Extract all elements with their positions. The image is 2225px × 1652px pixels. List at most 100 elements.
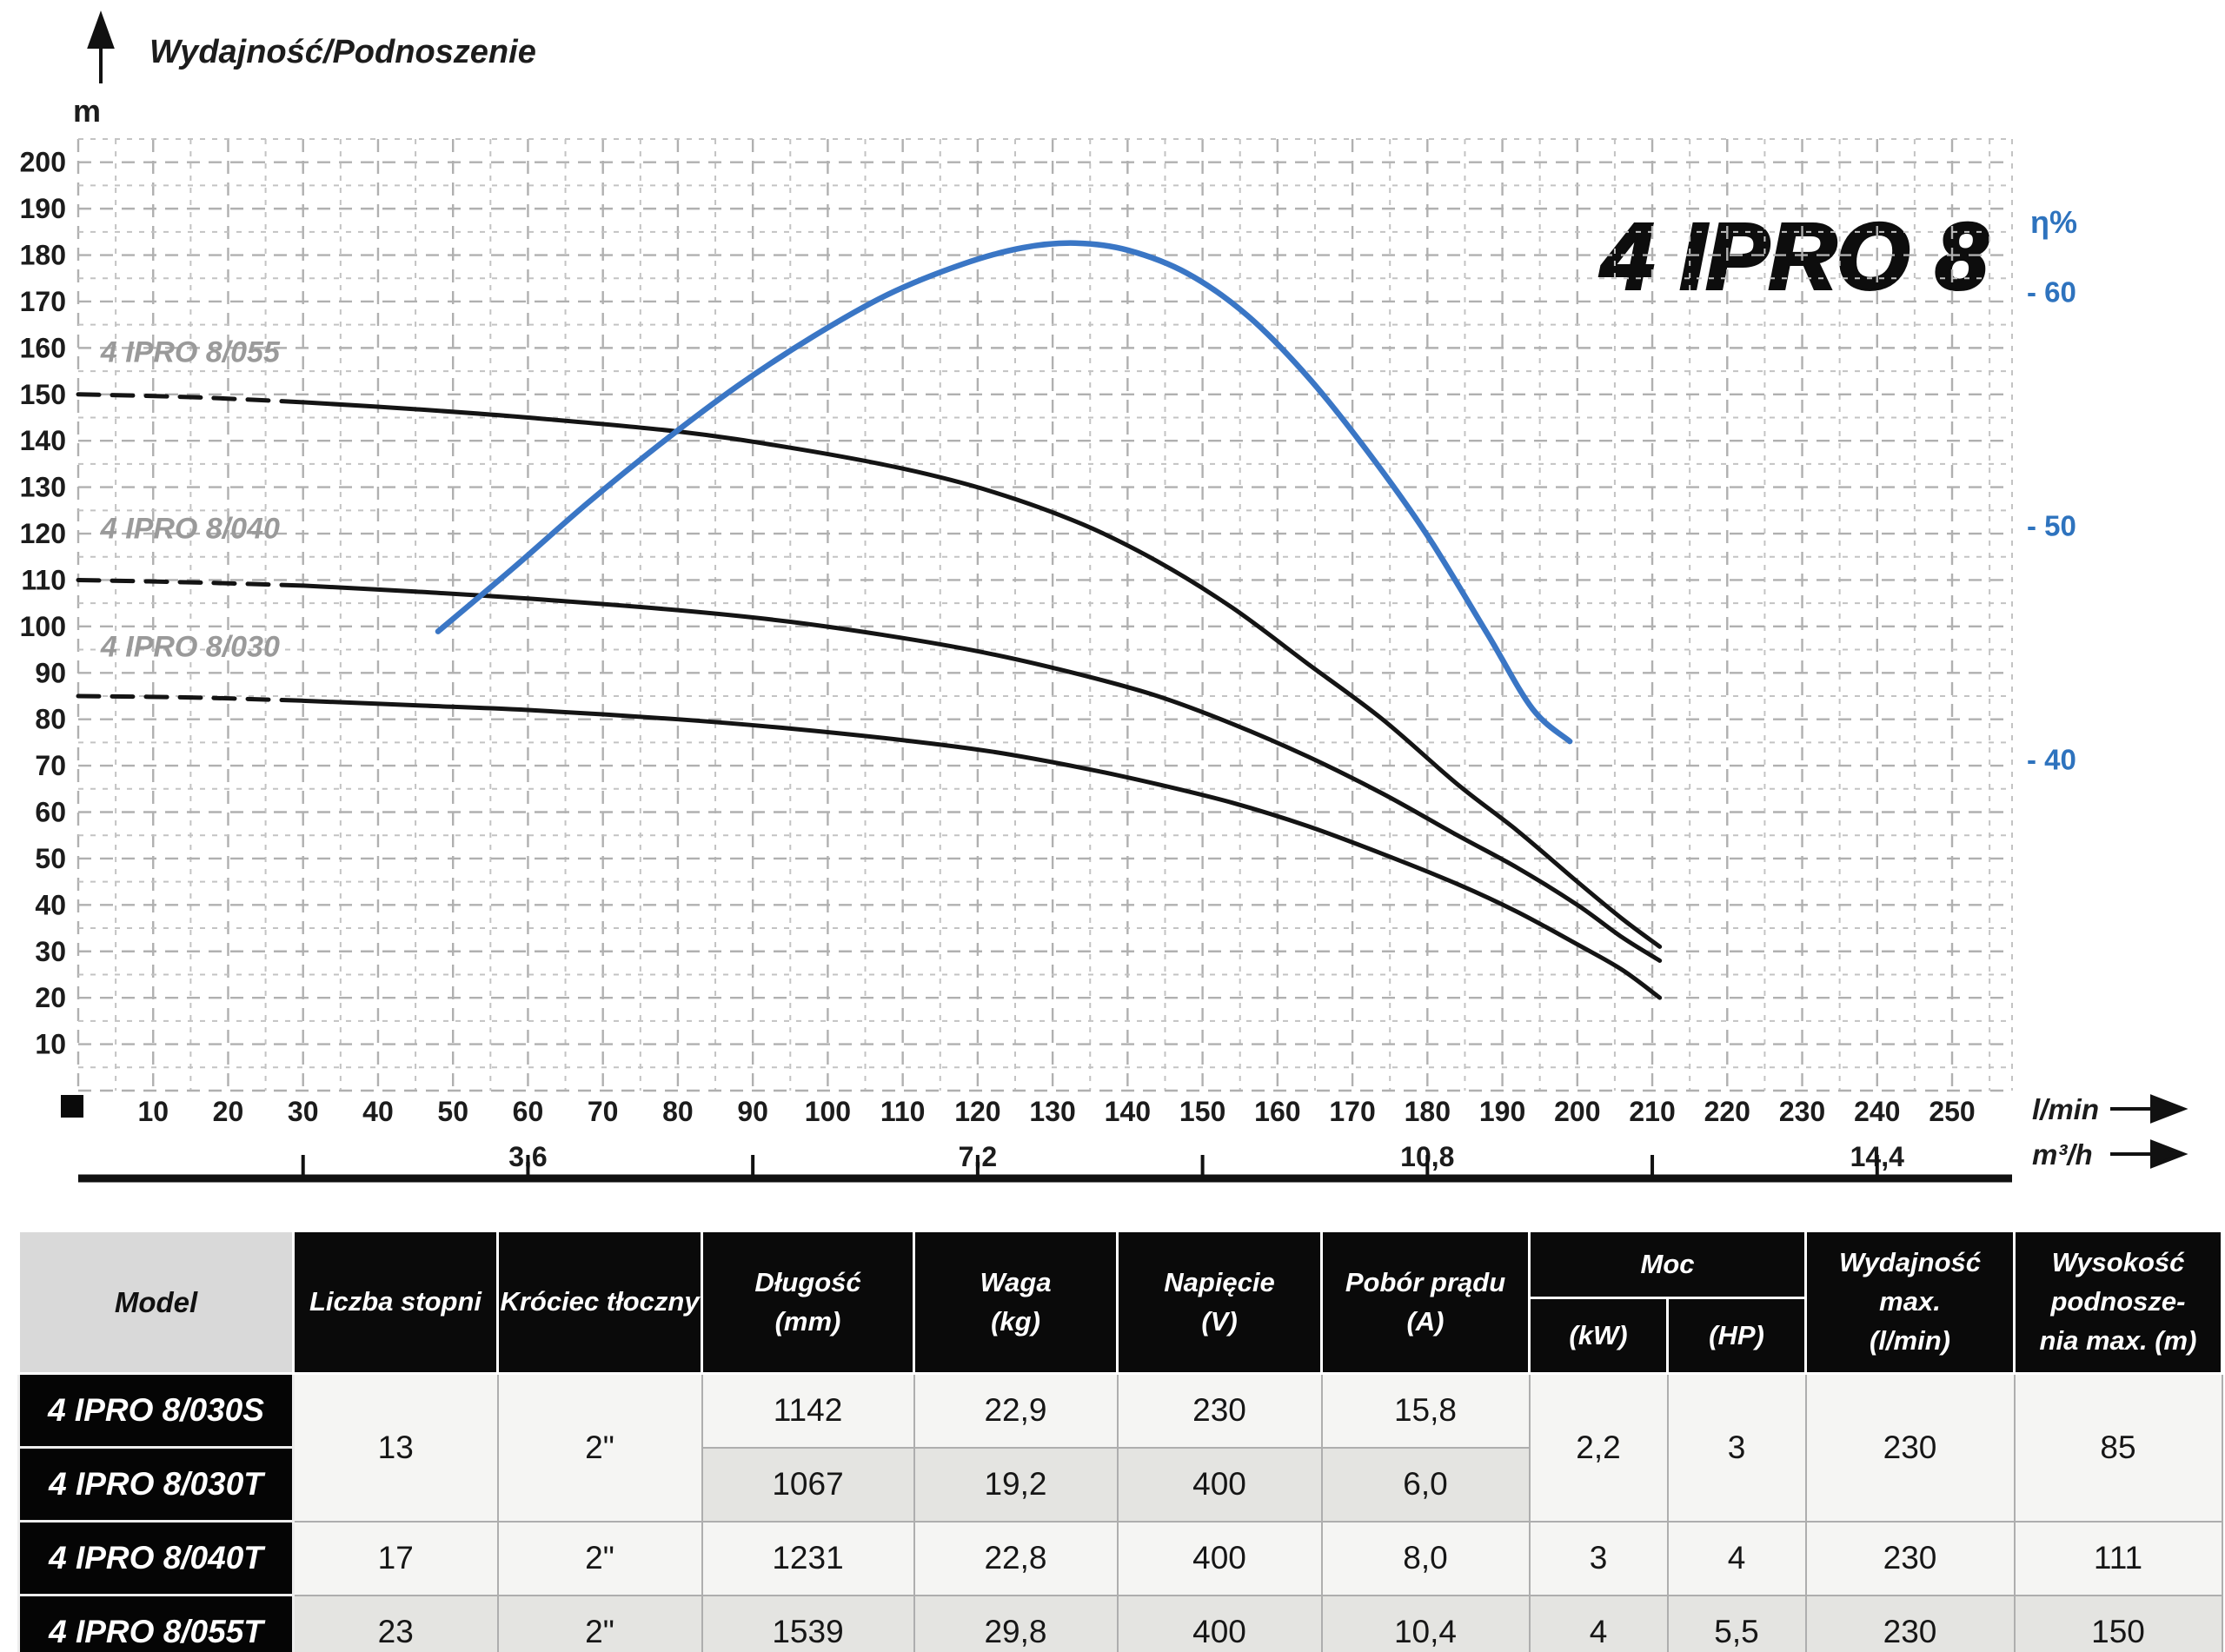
header-voltage-unit: (V) bbox=[1201, 1305, 1238, 1337]
length-cell: 1539 bbox=[701, 1594, 915, 1652]
header-length-unit: (mm) bbox=[774, 1305, 841, 1337]
x-tick-label: 160 bbox=[1254, 1096, 1300, 1127]
eta-tick-label: - 50 bbox=[2027, 509, 2076, 541]
header-length: Długość (mm) bbox=[701, 1230, 915, 1375]
voltage-cell: 400 bbox=[1116, 1446, 1323, 1523]
pump-curve-dashed-ipro8-030 bbox=[76, 693, 306, 703]
x-tick-label: 40 bbox=[362, 1096, 394, 1127]
y-tick-label: 50 bbox=[35, 843, 66, 874]
head-max-cell: 85 bbox=[2013, 1372, 2223, 1523]
x-tick-label: 30 bbox=[288, 1096, 319, 1127]
pump-performance-chart: Wydajność/Podnoszenie m 4 IPRO 8 η% 10 20… bbox=[20, 10, 2188, 1183]
power-kw-cell: 3 bbox=[1528, 1520, 1669, 1596]
header-power-kw: (kW) bbox=[1528, 1297, 1669, 1375]
x-tick-label: 220 bbox=[1704, 1096, 1750, 1127]
curve-labels: 4 IPRO 8/055 4 IPRO 8/040 4 IPRO 8/030 bbox=[100, 335, 281, 663]
eta-axis-label: η% bbox=[2030, 204, 2077, 240]
x-tick-label: 230 bbox=[1779, 1096, 1825, 1127]
header-weight: Waga (kg) bbox=[913, 1230, 1119, 1375]
model-cell: 4 IPRO 8/055T bbox=[17, 1594, 295, 1652]
pump-curve-ipro8-055 bbox=[301, 400, 1663, 949]
y-tick-label: 100 bbox=[20, 611, 66, 642]
current-cell: 10,4 bbox=[1320, 1594, 1531, 1652]
y-tick-label: 140 bbox=[20, 425, 66, 456]
y-tick-label: 70 bbox=[35, 750, 66, 781]
voltage-cell: 230 bbox=[1116, 1372, 1323, 1449]
y-tick-label: 110 bbox=[21, 564, 66, 595]
y-tick-label: 80 bbox=[35, 704, 66, 735]
x-tick-label: 180 bbox=[1405, 1096, 1451, 1127]
current-cell: 8,0 bbox=[1320, 1520, 1531, 1596]
weight-cell: 22,8 bbox=[913, 1520, 1119, 1596]
voltage-cell: 400 bbox=[1116, 1520, 1323, 1596]
x-tick-label: 150 bbox=[1179, 1096, 1225, 1127]
y-tick-label: 130 bbox=[20, 472, 66, 503]
y-tick-label: 190 bbox=[20, 193, 66, 224]
y-axis-arrow-icon bbox=[87, 10, 115, 83]
eta-tick-labels: - 60 - 50 - 40 bbox=[2027, 275, 2076, 775]
x-tick-label: 240 bbox=[1854, 1096, 1900, 1127]
y-tick-label: 160 bbox=[20, 332, 66, 363]
m3h-tick-labels: 3,6 7,2 10,8 14,4 bbox=[508, 1141, 1904, 1172]
header-head-max: Wysokość podnosze- nia max. (m) bbox=[2013, 1230, 2223, 1375]
y-tick-label: 30 bbox=[35, 936, 66, 967]
current-cell: 15,8 bbox=[1320, 1372, 1531, 1449]
curves bbox=[76, 240, 1663, 1000]
header-weight-name: Waga bbox=[980, 1266, 1052, 1297]
stages-cell: 17 bbox=[292, 1520, 499, 1596]
x-tick-label: 60 bbox=[513, 1096, 544, 1127]
flow-max-cell: 230 bbox=[1804, 1594, 2016, 1652]
header-flow-max: Wydajność max. (l/min) bbox=[1804, 1230, 2016, 1375]
x-tick-label: 140 bbox=[1105, 1096, 1151, 1127]
header-flow-max-name: Wydajność max. bbox=[1838, 1247, 1982, 1317]
pump-curve-ipro8-030 bbox=[301, 698, 1663, 1000]
x-tick-label: 130 bbox=[1029, 1096, 1075, 1127]
table-row: 4 IPRO 8/040T 17 2" 1231 22,8 400 8,0 3 … bbox=[17, 1520, 2223, 1596]
header-outlet: Króciec tłoczny bbox=[496, 1230, 703, 1375]
head-max-cell: 150 bbox=[2013, 1594, 2223, 1652]
pump-curve-ipro8-040 bbox=[301, 583, 1663, 963]
table-row: 4 IPRO 8/055T 23 2" 1539 29,8 400 10,4 4… bbox=[17, 1594, 2223, 1652]
efficiency-curve bbox=[435, 240, 1573, 745]
header-head-max-line1: Wysokość podnosze- bbox=[2050, 1247, 2186, 1317]
outlet-cell: 2" bbox=[496, 1372, 703, 1523]
header-voltage: Napięcie (V) bbox=[1116, 1230, 1323, 1375]
stages-cell: 23 bbox=[292, 1594, 499, 1652]
x-tick-labels: 10 20 30 40 50 60 70 80 90 100 110 120 130 140 150 160 1… bbox=[137, 1096, 1975, 1127]
spec-table: Model Liczba stopni Króciec tłoczny Dług… bbox=[17, 1230, 2223, 1652]
table-row: 4 IPRO 8/030T 1067 19,2 400 6,0 bbox=[17, 1446, 2222, 1523]
header-weight-unit: (kg) bbox=[991, 1305, 1040, 1337]
eta-tick-label: - 40 bbox=[2027, 744, 2076, 776]
header-current-name: Pobór prądu bbox=[1345, 1266, 1506, 1297]
y-tick-label: 20 bbox=[35, 982, 66, 1013]
header-length-name: Długość bbox=[754, 1266, 861, 1297]
model-cell: 4 IPRO 8/030T bbox=[17, 1446, 295, 1523]
chart-title: 4 IPRO 8 bbox=[1600, 203, 1988, 309]
header-flow-max-unit: (l/min) bbox=[1870, 1324, 1950, 1356]
x-tick-label: 170 bbox=[1329, 1096, 1375, 1127]
flow-unit-lmin: l/min bbox=[2032, 1093, 2099, 1125]
ruler-ticks bbox=[301, 1155, 1879, 1176]
head-max-cell: 111 bbox=[2013, 1520, 2223, 1596]
flow-max-cell: 230 bbox=[1804, 1520, 2016, 1596]
power-kw-cell: 4 bbox=[1528, 1594, 1669, 1652]
curve-label-ipro8-030: 4 IPRO 8/030 bbox=[100, 631, 280, 664]
header-stages: Liczba stopni bbox=[292, 1230, 499, 1375]
outlet-cell: 2" bbox=[496, 1594, 703, 1652]
voltage-cell: 400 bbox=[1116, 1594, 1323, 1652]
curve-label-ipro8-055: 4 IPRO 8/055 bbox=[100, 335, 281, 368]
origin-marker bbox=[61, 1095, 83, 1118]
grid bbox=[76, 138, 2013, 1092]
model-cell: 4 IPRO 8/040T bbox=[17, 1520, 295, 1596]
y-axis-title: Wydajność/Podnoszenie bbox=[149, 34, 536, 70]
weight-cell: 22,9 bbox=[913, 1372, 1119, 1449]
header-power-hp: (HP) bbox=[1666, 1297, 1807, 1375]
x-tick-label: 210 bbox=[1629, 1096, 1675, 1127]
model-cell: 4 IPRO 8/030S bbox=[17, 1372, 295, 1449]
length-cell: 1142 bbox=[701, 1372, 915, 1449]
x-tick-label: 20 bbox=[213, 1096, 244, 1127]
x-tick-label: 190 bbox=[1479, 1096, 1525, 1127]
header-head-max-line2: nia max. (m) bbox=[2039, 1324, 2197, 1356]
right-arrow-icon-m3h bbox=[2110, 1139, 2188, 1169]
